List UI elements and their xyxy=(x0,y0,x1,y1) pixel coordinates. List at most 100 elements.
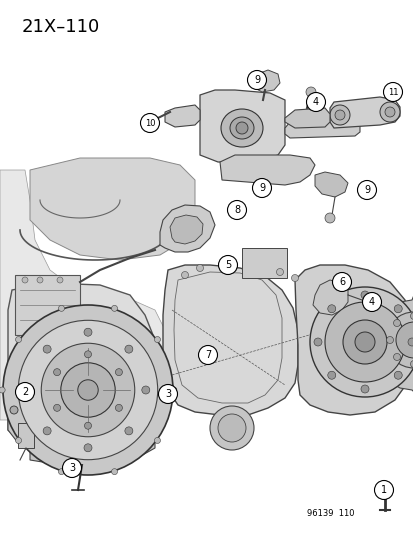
Circle shape xyxy=(115,405,122,411)
Text: 7: 7 xyxy=(204,350,211,360)
Polygon shape xyxy=(159,205,214,252)
Circle shape xyxy=(385,312,413,368)
Polygon shape xyxy=(284,108,329,128)
Circle shape xyxy=(386,336,392,343)
Circle shape xyxy=(111,305,117,311)
Polygon shape xyxy=(30,158,195,260)
Circle shape xyxy=(382,83,401,101)
Circle shape xyxy=(252,179,271,198)
Circle shape xyxy=(181,271,188,279)
Circle shape xyxy=(57,277,63,283)
Polygon shape xyxy=(312,280,347,315)
Text: 9: 9 xyxy=(363,185,369,195)
Polygon shape xyxy=(8,388,22,448)
Polygon shape xyxy=(329,97,399,128)
Circle shape xyxy=(393,371,401,379)
Circle shape xyxy=(18,320,157,459)
Circle shape xyxy=(327,305,335,313)
Circle shape xyxy=(332,272,351,292)
Polygon shape xyxy=(170,215,202,244)
Text: 9: 9 xyxy=(253,75,259,85)
Circle shape xyxy=(393,305,401,313)
Circle shape xyxy=(410,360,413,367)
Circle shape xyxy=(111,469,117,475)
Polygon shape xyxy=(199,90,284,162)
Circle shape xyxy=(354,332,374,352)
Text: 4: 4 xyxy=(312,97,318,107)
Circle shape xyxy=(360,385,368,393)
Circle shape xyxy=(84,328,92,336)
Polygon shape xyxy=(394,295,413,392)
Circle shape xyxy=(3,305,173,475)
Polygon shape xyxy=(294,265,411,415)
Circle shape xyxy=(16,336,21,343)
FancyBboxPatch shape xyxy=(18,423,34,448)
Circle shape xyxy=(78,380,98,400)
Circle shape xyxy=(209,406,254,450)
Text: 2: 2 xyxy=(22,387,28,397)
Circle shape xyxy=(43,345,51,353)
Circle shape xyxy=(140,114,159,133)
Circle shape xyxy=(384,107,394,117)
Circle shape xyxy=(53,405,60,411)
Circle shape xyxy=(305,87,315,97)
Circle shape xyxy=(276,269,283,276)
Ellipse shape xyxy=(230,117,254,139)
Circle shape xyxy=(357,181,375,199)
Circle shape xyxy=(374,481,392,499)
Circle shape xyxy=(43,427,51,435)
Circle shape xyxy=(198,345,217,365)
Polygon shape xyxy=(219,155,314,185)
Polygon shape xyxy=(163,265,297,415)
Circle shape xyxy=(324,302,404,382)
Circle shape xyxy=(407,338,413,346)
Circle shape xyxy=(15,383,34,401)
Circle shape xyxy=(327,371,335,379)
Circle shape xyxy=(16,438,21,443)
Circle shape xyxy=(142,386,150,394)
Text: 10: 10 xyxy=(145,118,155,127)
Circle shape xyxy=(26,386,34,394)
Circle shape xyxy=(342,320,386,364)
Circle shape xyxy=(379,102,399,122)
Circle shape xyxy=(158,384,177,403)
Circle shape xyxy=(306,93,325,111)
Text: 8: 8 xyxy=(233,205,240,215)
Circle shape xyxy=(154,438,160,443)
Circle shape xyxy=(247,70,266,90)
Circle shape xyxy=(309,287,413,397)
Circle shape xyxy=(62,458,81,478)
Polygon shape xyxy=(165,105,199,127)
Circle shape xyxy=(171,387,176,393)
Circle shape xyxy=(84,444,92,452)
Circle shape xyxy=(58,305,64,311)
Circle shape xyxy=(84,351,91,358)
Polygon shape xyxy=(8,283,170,448)
Polygon shape xyxy=(314,172,347,197)
Circle shape xyxy=(313,338,321,346)
Circle shape xyxy=(53,369,60,376)
Circle shape xyxy=(154,336,160,343)
Circle shape xyxy=(125,427,133,435)
Circle shape xyxy=(324,213,334,223)
Circle shape xyxy=(291,274,298,281)
Polygon shape xyxy=(327,285,347,304)
FancyBboxPatch shape xyxy=(242,248,286,278)
Text: 9: 9 xyxy=(258,183,264,193)
Circle shape xyxy=(115,369,122,376)
Circle shape xyxy=(218,255,237,274)
Text: 21X–110: 21X–110 xyxy=(22,18,100,36)
Circle shape xyxy=(84,422,91,429)
Circle shape xyxy=(395,322,413,358)
Circle shape xyxy=(61,363,115,417)
Circle shape xyxy=(10,406,18,414)
Text: 11: 11 xyxy=(387,87,397,96)
Circle shape xyxy=(410,312,413,319)
Circle shape xyxy=(393,319,399,327)
Circle shape xyxy=(329,105,349,125)
Circle shape xyxy=(41,343,134,437)
Circle shape xyxy=(0,387,5,393)
Text: 3: 3 xyxy=(164,389,171,399)
Circle shape xyxy=(360,291,368,299)
Circle shape xyxy=(37,277,43,283)
